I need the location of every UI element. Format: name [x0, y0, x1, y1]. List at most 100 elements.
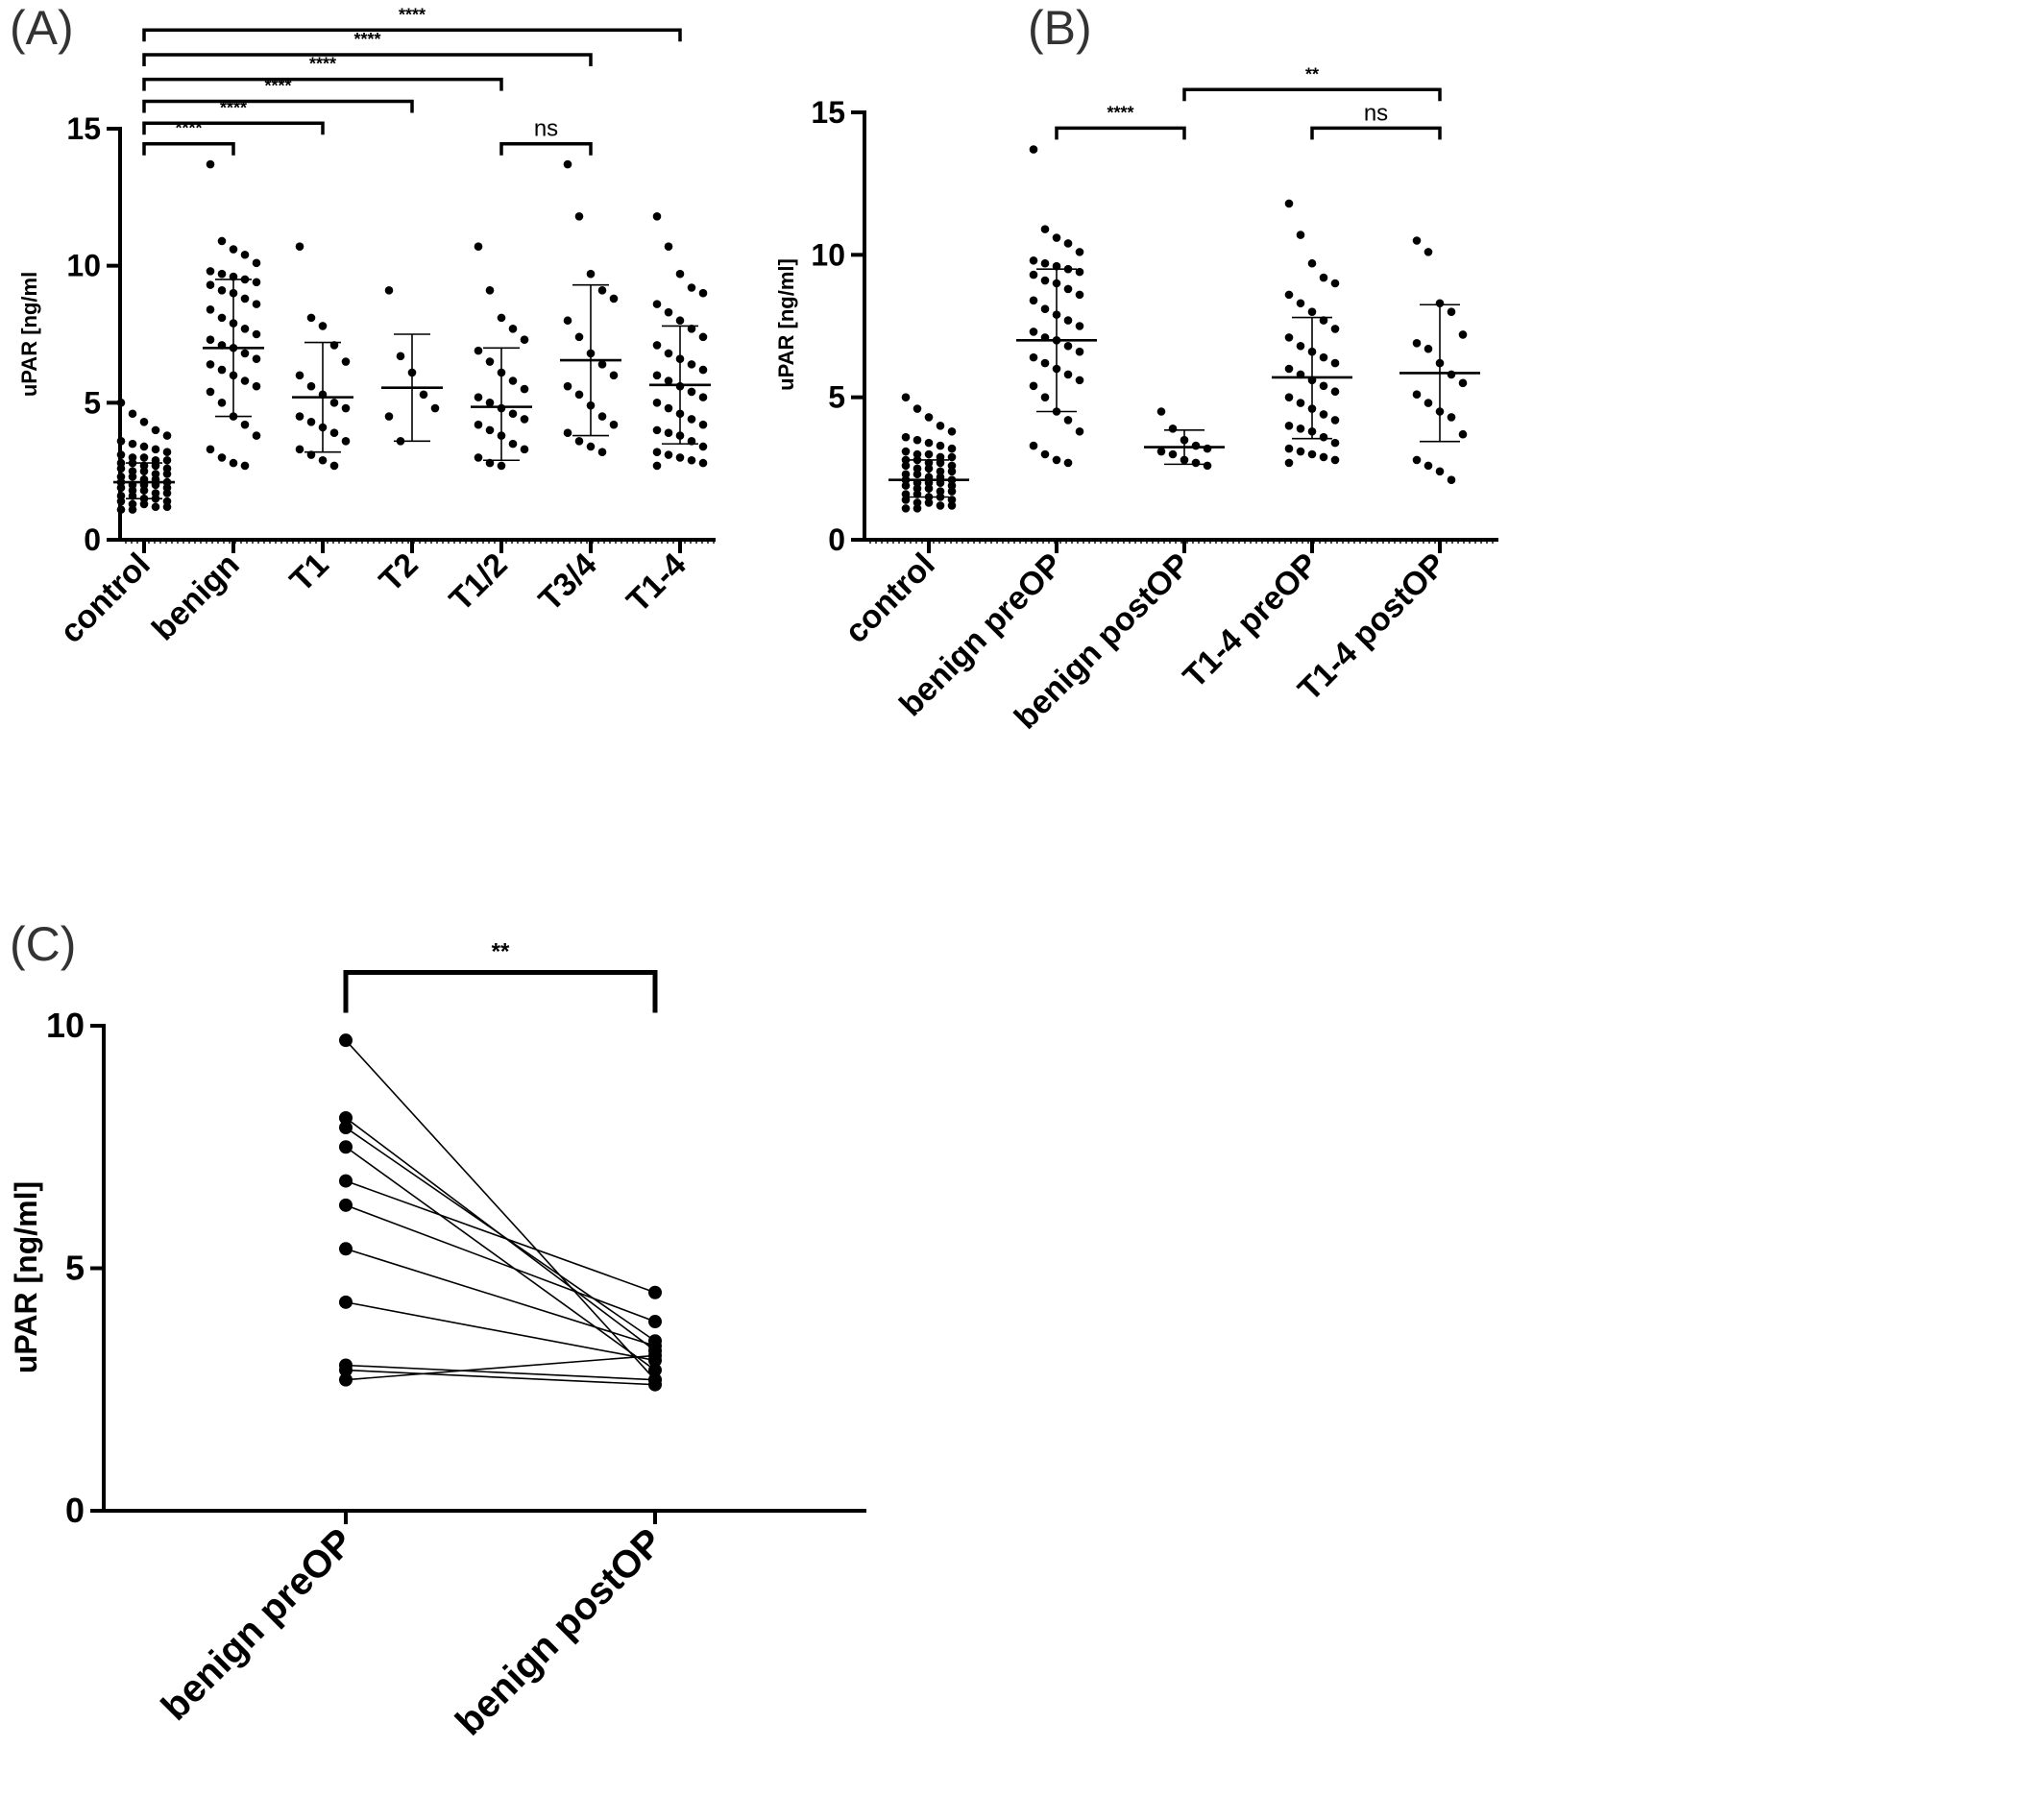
data-point — [574, 390, 584, 400]
data-point — [597, 412, 607, 421]
data-point — [318, 322, 328, 330]
y-axis-label: uPAR [ng/ml] — [774, 258, 798, 391]
data-point — [508, 409, 518, 419]
data-point-preop — [339, 1121, 353, 1135]
data-point — [912, 404, 922, 413]
data-point — [1040, 358, 1050, 368]
data-point — [947, 452, 957, 462]
data-point — [329, 461, 339, 471]
panel-label-a: (A) — [10, 1, 74, 55]
data-point — [1330, 387, 1340, 397]
data-point — [1284, 422, 1294, 430]
data-point — [1052, 455, 1061, 465]
data-point — [341, 403, 351, 413]
significance-label: ** — [492, 938, 510, 964]
data-point-preop — [339, 1242, 353, 1256]
data-point — [485, 425, 495, 435]
data-point — [1040, 393, 1050, 401]
data-point — [1319, 410, 1328, 419]
paired-line — [345, 1248, 656, 1347]
data-point — [1296, 231, 1305, 239]
data-point — [1319, 432, 1328, 442]
data-point — [936, 487, 945, 496]
data-point — [563, 428, 572, 438]
data-point — [609, 371, 619, 380]
significance-bracket — [1055, 126, 1186, 140]
data-point — [1052, 261, 1061, 271]
data-point — [664, 349, 673, 358]
data-point — [901, 481, 911, 490]
data-point — [675, 453, 685, 462]
data-point — [508, 324, 518, 333]
data-point — [384, 412, 394, 421]
y-tick-label: 5 — [828, 380, 845, 415]
paired-line — [345, 1204, 656, 1323]
data-point — [1029, 441, 1038, 450]
significance-label: **** — [309, 55, 336, 74]
data-point — [597, 360, 607, 369]
data-point — [1040, 276, 1050, 285]
data-point — [1052, 233, 1061, 242]
data-point-preop — [339, 1140, 353, 1154]
data-point-preop — [339, 1295, 353, 1309]
significance-label: **** — [399, 5, 426, 24]
data-point — [1075, 322, 1084, 330]
data-point — [652, 212, 662, 221]
data-point — [652, 371, 662, 380]
data-point — [128, 439, 137, 449]
data-point — [936, 422, 945, 430]
data-point — [1458, 378, 1468, 388]
data-point — [217, 269, 227, 279]
data-point — [151, 502, 160, 512]
data-point — [217, 453, 227, 462]
data-point — [1075, 290, 1084, 300]
data-point — [1412, 339, 1422, 348]
data-point — [947, 426, 957, 436]
data-point — [116, 497, 126, 506]
data-point — [687, 455, 696, 465]
data-point — [1296, 341, 1305, 351]
data-point — [1447, 307, 1456, 316]
data-point — [229, 245, 238, 254]
data-point — [664, 376, 673, 385]
data-point — [1307, 258, 1317, 268]
panel-label-b: (B) — [1028, 1, 1092, 55]
data-point — [508, 376, 518, 385]
data-point — [597, 448, 607, 456]
data-point — [128, 473, 137, 481]
data-point — [1284, 393, 1294, 401]
data-point — [664, 242, 673, 251]
data-point — [116, 450, 126, 459]
x-category-label: T1 — [283, 546, 336, 599]
data-point — [1156, 407, 1166, 416]
data-point — [295, 412, 304, 421]
data-point — [306, 313, 316, 323]
data-point — [901, 470, 911, 479]
panel-c-chart: 0 5 10 uPAR [ng/ml] benign preOP benign postO… — [9, 938, 866, 1743]
paired-line — [345, 1146, 656, 1371]
data-point — [520, 335, 529, 345]
data-point — [912, 470, 922, 479]
data-point — [341, 436, 351, 446]
significance-bracket — [142, 53, 593, 66]
data-point — [474, 393, 483, 401]
data-point — [1040, 304, 1050, 314]
data-point — [698, 420, 708, 429]
data-point — [652, 399, 662, 407]
data-point — [116, 464, 126, 473]
significance-bracket — [142, 28, 682, 42]
data-point — [116, 505, 126, 514]
y-tick-label: 15 — [66, 111, 101, 146]
data-point — [520, 445, 529, 454]
panel-label-c: (C) — [10, 917, 76, 971]
data-point — [1319, 316, 1328, 325]
data-point — [252, 431, 261, 440]
data-point — [1075, 267, 1084, 277]
data-point — [1330, 438, 1340, 448]
data-point-preop — [339, 1363, 353, 1377]
data-point — [901, 447, 911, 456]
data-point — [206, 159, 215, 169]
data-point — [563, 381, 572, 391]
